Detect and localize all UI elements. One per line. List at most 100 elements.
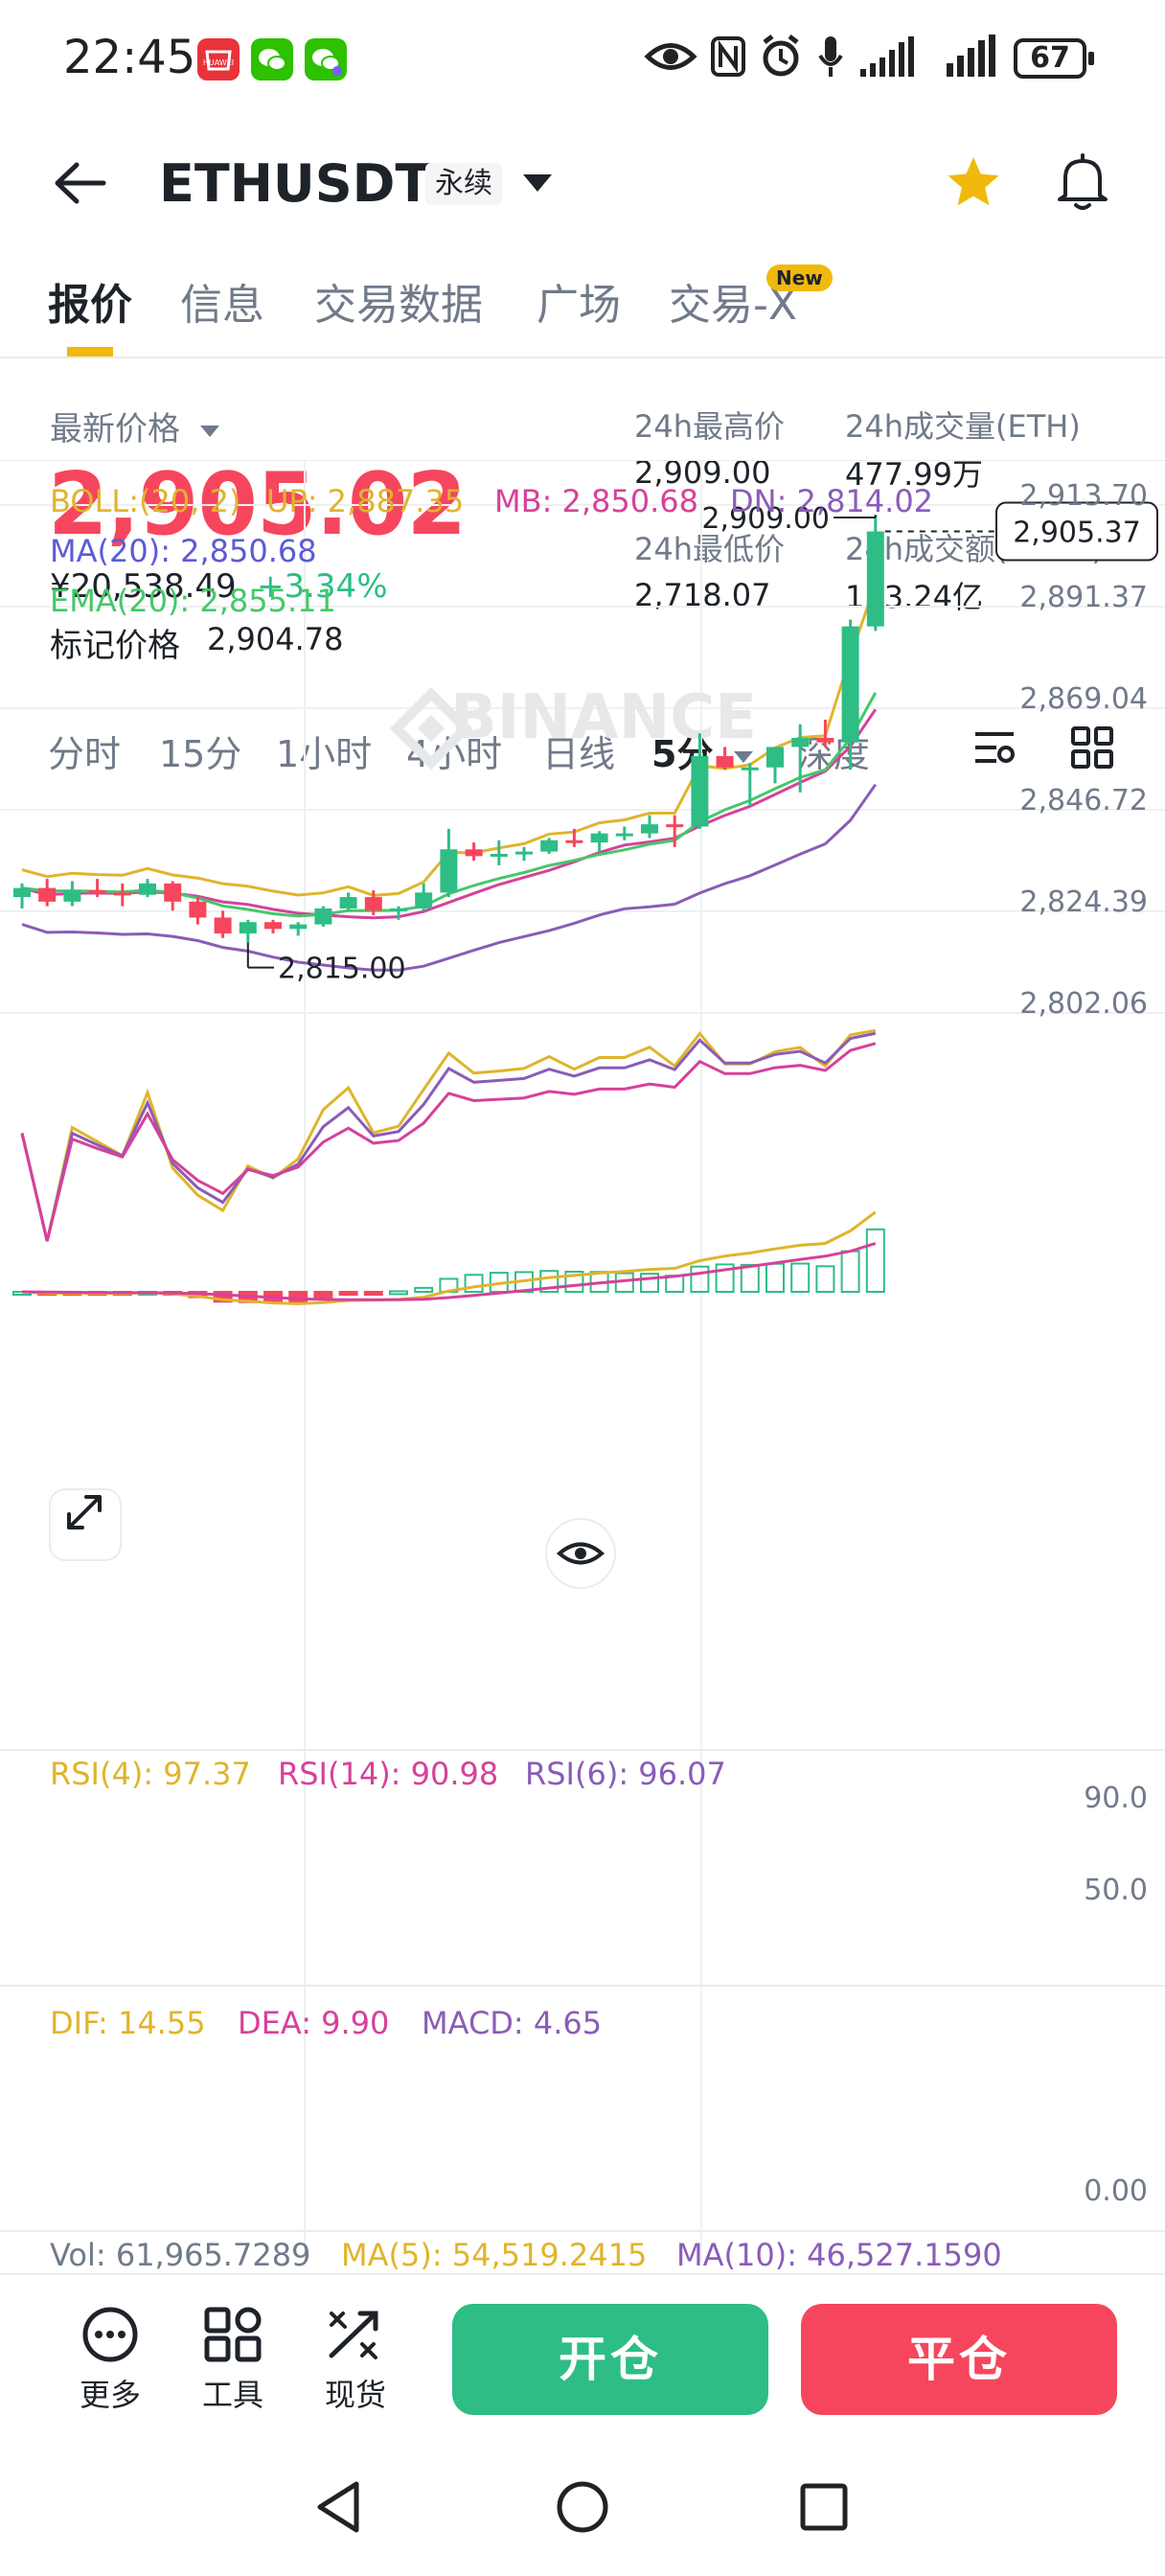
rsi14-label: RSI(14): 90.98 xyxy=(278,1756,498,1792)
back-arrow-icon[interactable] xyxy=(50,159,107,207)
macd-histogram-bar xyxy=(815,1265,835,1294)
candle-body xyxy=(590,833,608,843)
rsi6-label: RSI(6): 96.07 xyxy=(525,1756,726,1792)
candle-body xyxy=(214,917,232,934)
rsi-tick-50: 50.0 xyxy=(1084,1874,1148,1907)
status-bar: 22:45 HUAWEI 67 xyxy=(0,0,1165,115)
macd-histogram-bar xyxy=(865,1228,885,1294)
contract-type-tag: 永续 xyxy=(425,163,502,205)
candle-body xyxy=(264,922,282,930)
nav-back-icon[interactable] xyxy=(310,2478,368,2536)
caret-down-icon xyxy=(733,750,753,763)
macd-histogram-bar xyxy=(288,1291,308,1303)
wechat-pay-icon xyxy=(305,38,347,80)
stat-label: 24h最高价 xyxy=(634,408,786,445)
tab-quote[interactable]: 报价 xyxy=(48,281,132,330)
boll-lower-line xyxy=(21,783,878,972)
candle-body xyxy=(339,897,357,908)
candle-body xyxy=(866,531,884,627)
y-tick-label: 2,869.04 xyxy=(1019,682,1148,716)
candle-body xyxy=(390,908,407,911)
price-change: +3.34% xyxy=(257,567,388,606)
boll-dn: DN: 2,814.02 xyxy=(730,483,933,519)
eye-icon xyxy=(644,43,697,70)
notification-bell-icon[interactable] xyxy=(1054,151,1111,213)
interval-1h[interactable]: 1小时 xyxy=(276,733,373,775)
boll-mb: MB: 2,850.68 xyxy=(494,483,698,519)
boll-label: BOLL:(20, 2) xyxy=(50,483,240,519)
interval-time[interactable]: 分时 xyxy=(48,733,122,775)
candle-body xyxy=(666,824,684,828)
spot-icon[interactable] xyxy=(312,2306,399,2363)
signal-icon xyxy=(860,36,914,77)
open-position-button[interactable]: 开仓 xyxy=(452,2304,768,2415)
mic-icon xyxy=(818,36,843,77)
expand-icon[interactable] xyxy=(49,1488,122,1561)
boll-up: UP: 2,887.35 xyxy=(266,483,464,519)
candle-body xyxy=(364,897,382,911)
macd-histogram-bar xyxy=(740,1263,760,1293)
binance-watermark: BINANCE xyxy=(450,682,757,753)
volume-ma5-label: MA(5): 54,519.2415 xyxy=(341,2237,647,2273)
grid-layout-icon[interactable] xyxy=(1069,724,1115,770)
last-price-label[interactable]: 最新价格 xyxy=(50,402,219,449)
macd-histogram-bar xyxy=(464,1274,484,1294)
candle-body xyxy=(13,887,31,898)
nav-home-icon[interactable] xyxy=(554,2478,611,2536)
macd-histogram-bar xyxy=(640,1273,659,1293)
candle-body xyxy=(540,840,559,852)
y-tick-label: 2,891.37 xyxy=(1019,581,1148,614)
ema-label: EMA(20): 2,855.11 xyxy=(50,583,336,619)
mark-price: 2,904.78 xyxy=(207,621,344,657)
candle-body xyxy=(113,892,131,896)
macd-histogram-bar xyxy=(338,1291,358,1296)
dea-line xyxy=(21,1241,877,1301)
stat-label: 24h最低价 xyxy=(634,531,786,567)
y-tick-label: 2,802.06 xyxy=(1019,987,1148,1021)
more-icon[interactable] xyxy=(67,2306,153,2363)
candle-body xyxy=(38,887,57,902)
symbol-title[interactable]: ETHUSDT xyxy=(159,153,431,214)
candle-body xyxy=(615,833,633,837)
divider xyxy=(0,356,1165,358)
candle-body xyxy=(641,824,658,834)
interval-1d[interactable]: 日线 xyxy=(542,733,616,775)
candle-body xyxy=(716,755,734,768)
candle-body xyxy=(63,889,81,902)
candle-body xyxy=(164,883,182,902)
candle-body xyxy=(139,883,156,895)
binance-logo-icon xyxy=(389,686,473,770)
more-label[interactable]: 更多 xyxy=(79,2377,141,2413)
macd-tick-0: 0.00 xyxy=(1084,2174,1148,2208)
nav-recents-icon[interactable] xyxy=(795,2478,853,2536)
cny-price: ¥20,538.49 xyxy=(50,567,237,606)
caret-down-icon xyxy=(199,425,219,437)
volume-ma10-label: MA(10): 46,527.1590 xyxy=(676,2237,1002,2273)
dea-label: DEA: 9.90 xyxy=(238,2005,389,2041)
macd-histogram-bar xyxy=(414,1286,434,1293)
rsi14-line xyxy=(20,1042,877,1242)
price-chart[interactable]: BINANCE 2,909.00 2,815.00 2,905.37 2,913.7… xyxy=(0,460,1165,2273)
eye-toggle-icon[interactable] xyxy=(545,1518,616,1589)
tab-info[interactable]: 信息 xyxy=(180,281,264,330)
chart-settings-icon[interactable] xyxy=(971,724,1017,770)
tools-label[interactable]: 工具 xyxy=(201,2377,263,2413)
rsi4-label: RSI(4): 97.37 xyxy=(50,1756,251,1792)
tab-trading-data[interactable]: 交易数据 xyxy=(314,281,483,330)
macd-histogram-bar xyxy=(389,1290,408,1296)
candle-body xyxy=(289,924,308,930)
volume-label: Vol: 61,965.7289 xyxy=(50,2237,310,2273)
candle-body xyxy=(490,853,508,857)
close-position-button[interactable]: 平仓 xyxy=(801,2304,1117,2415)
spot-label[interactable]: 现货 xyxy=(324,2377,386,2413)
candle-body xyxy=(465,849,483,857)
candle-body xyxy=(816,737,834,743)
symbol-dropdown-icon[interactable] xyxy=(523,174,552,192)
tools-icon[interactable] xyxy=(190,2306,276,2363)
interval-15m[interactable]: 15分 xyxy=(159,733,242,775)
favorite-star-icon[interactable] xyxy=(945,153,1002,211)
candle-body xyxy=(415,892,433,908)
tab-square[interactable]: 广场 xyxy=(537,281,621,330)
candle-body xyxy=(189,901,207,918)
nfc-icon xyxy=(711,36,745,77)
